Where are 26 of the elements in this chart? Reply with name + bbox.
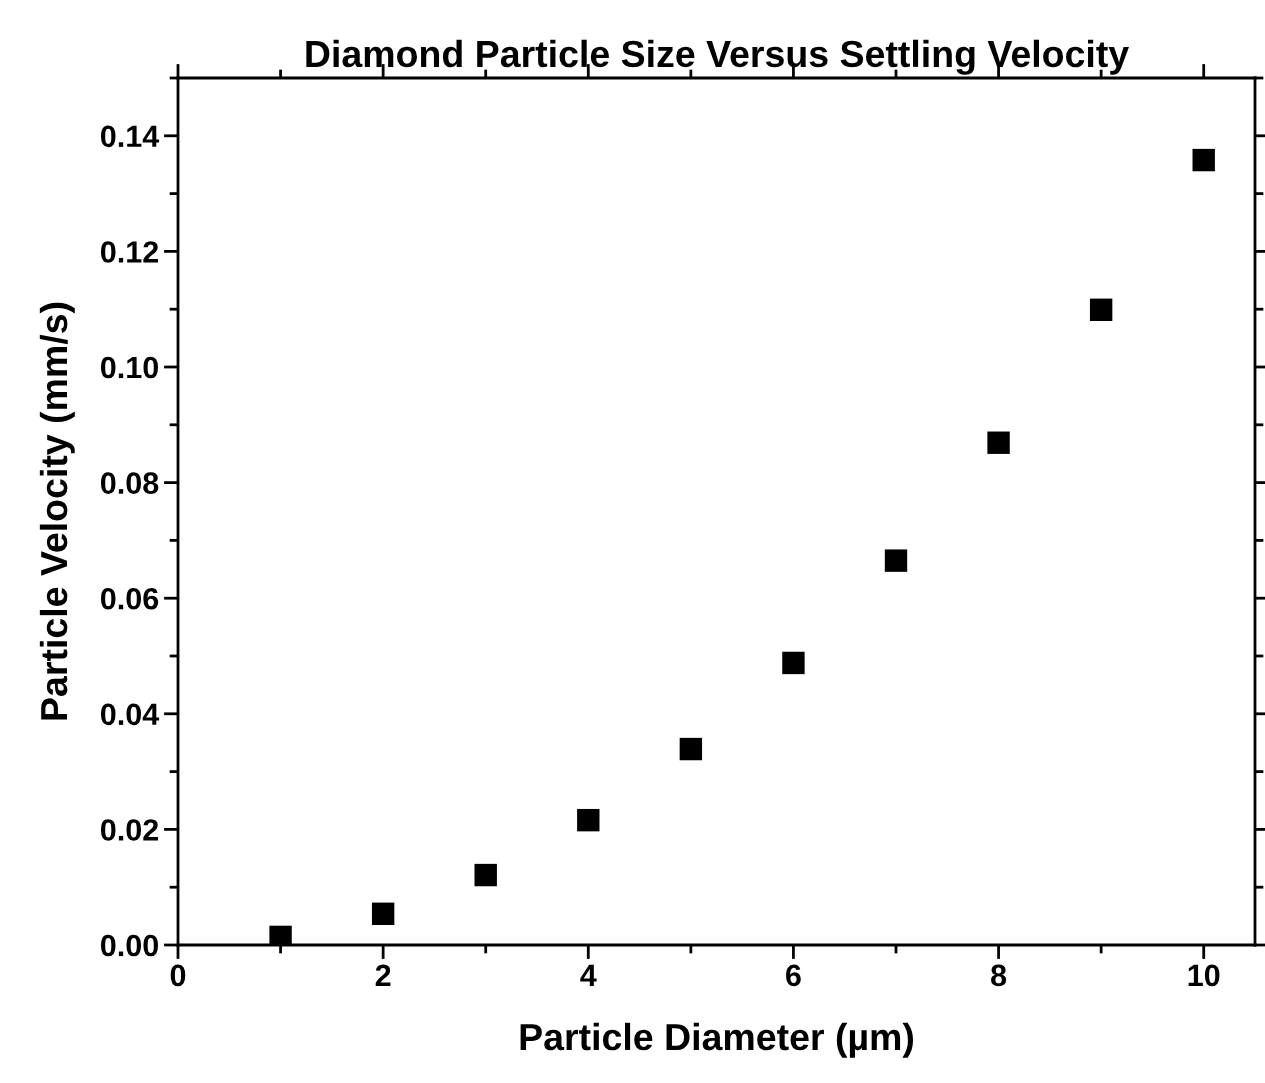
- y-tick-label: 0.02: [100, 819, 159, 841]
- y-tick-label: 0.06: [100, 587, 159, 610]
- point: [1089, 298, 1113, 321]
- x-axis-title: Particle Diameter (µm): [520, 1022, 914, 1058]
- y-tick-label: 0.14: [100, 125, 160, 148]
- point: [987, 431, 1010, 454]
- y-tick-label: 0.12: [100, 241, 159, 263]
- x-tick-label: 4: [580, 964, 597, 986]
- x-tick-label: 8: [991, 964, 1007, 987]
- x-tick-label: 0: [170, 964, 186, 987]
- y-tick-label: 0.10: [100, 356, 158, 379]
- chart-title: Diamond Particle Size Versus Settling Velocity: [306, 39, 1129, 75]
- y-tick-label: 0.08: [100, 472, 159, 494]
- point: [679, 737, 703, 761]
- point: [371, 902, 395, 925]
- point: [884, 549, 908, 572]
- x-tick-label: 10: [1188, 964, 1220, 987]
- y-tick-label: 0.04: [100, 703, 160, 726]
- point: [577, 808, 600, 832]
- y-tick-label: 0.00: [100, 934, 158, 957]
- x-tick-label: 2: [375, 964, 391, 986]
- point: [474, 863, 497, 887]
- y-axis-title: Particle Velocity (mm/s): [39, 302, 75, 720]
- point: [1192, 148, 1215, 172]
- x-tick-label: 6: [786, 964, 801, 987]
- point: [782, 651, 805, 675]
